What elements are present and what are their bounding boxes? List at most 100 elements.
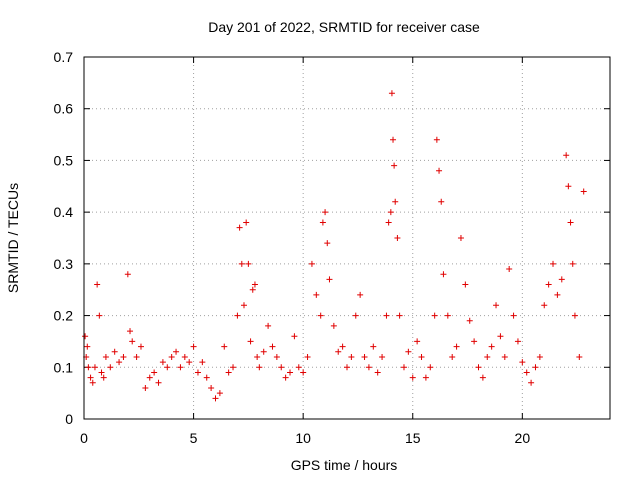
data-point [168, 353, 175, 360]
data-point [565, 183, 572, 190]
data-point [501, 353, 508, 360]
data-point [438, 198, 445, 205]
data-point [523, 369, 530, 376]
data-point [319, 219, 326, 226]
data-point [493, 302, 500, 309]
data-point [352, 312, 359, 319]
data-point [265, 322, 272, 329]
data-point [129, 338, 136, 345]
data-point [444, 312, 451, 319]
data-point [394, 235, 401, 241]
data-point [89, 379, 96, 386]
data-point [133, 353, 140, 360]
y-tick-label: 0.7 [54, 49, 74, 65]
data-point [199, 359, 206, 366]
y-tick-label: 0.1 [54, 359, 74, 375]
data-point [84, 343, 91, 350]
data-point [234, 312, 241, 319]
x-tick-label: 20 [515, 430, 531, 446]
data-point [392, 198, 399, 205]
data-point [479, 374, 486, 381]
data-point [208, 384, 215, 391]
gridlines [84, 57, 610, 419]
data-point [256, 364, 263, 371]
data-point [243, 219, 250, 226]
data-point [571, 312, 578, 319]
data-point [146, 374, 153, 381]
data-point [361, 353, 368, 360]
y-tick-label: 0.2 [54, 308, 74, 324]
data-point [580, 188, 587, 195]
data-point [124, 271, 131, 278]
data-point [269, 343, 276, 350]
data-point [457, 235, 464, 241]
data-point [545, 281, 552, 288]
data-point [484, 353, 491, 360]
data-point [94, 281, 101, 288]
data-point [142, 384, 149, 391]
data-point [273, 353, 280, 360]
data-point [287, 369, 294, 376]
data-point [396, 312, 403, 319]
data-point [471, 338, 478, 345]
data-point [541, 302, 548, 309]
data-point [497, 333, 504, 340]
data-point [357, 291, 364, 298]
data-point [436, 167, 443, 174]
data-point [348, 353, 355, 360]
data-point [405, 348, 412, 355]
data-point [225, 369, 232, 376]
data-point [249, 286, 256, 293]
data-point [387, 209, 394, 216]
x-tick-labels: 0 5 10 15 20 [80, 430, 530, 446]
data-point [102, 353, 109, 360]
data-point [385, 219, 392, 226]
data-point [383, 312, 390, 319]
data-point [190, 343, 197, 350]
data-point [475, 364, 482, 371]
plot-frame [83, 56, 611, 420]
data-point [107, 364, 114, 371]
data-point [390, 136, 397, 143]
y-tick-label: 0 [65, 411, 73, 427]
data-point [536, 353, 543, 360]
data-point [431, 312, 438, 319]
data-point [300, 369, 307, 376]
data-point [488, 343, 495, 350]
data-point [510, 312, 517, 319]
data-point [414, 338, 421, 345]
data-point [116, 359, 123, 366]
data-point [240, 302, 247, 309]
data-point [339, 343, 346, 350]
data-point [370, 343, 377, 350]
y-tick-label: 0.4 [54, 204, 74, 220]
data-point [418, 353, 425, 360]
data-point [576, 353, 583, 360]
data-point [203, 374, 210, 381]
x-tick-label: 5 [190, 430, 198, 446]
data-point [82, 333, 89, 340]
data-point [440, 271, 447, 278]
data-points [82, 90, 587, 402]
data-point [324, 240, 331, 247]
data-point [462, 281, 469, 288]
data-point [569, 260, 576, 267]
data-point [528, 379, 535, 386]
data-point [554, 291, 561, 298]
data-point [278, 364, 285, 371]
data-point [155, 379, 162, 386]
x-tick-label: 0 [80, 430, 88, 446]
data-point [251, 281, 258, 288]
data-point [326, 276, 333, 283]
y-tick-label: 0.5 [54, 152, 74, 168]
data-point [388, 90, 395, 97]
data-point [558, 276, 565, 283]
data-point [177, 364, 184, 371]
data-point [282, 374, 289, 381]
data-point [335, 348, 342, 355]
data-point [313, 291, 320, 298]
data-point [159, 359, 166, 366]
data-point [409, 374, 416, 381]
data-point [344, 364, 350, 371]
